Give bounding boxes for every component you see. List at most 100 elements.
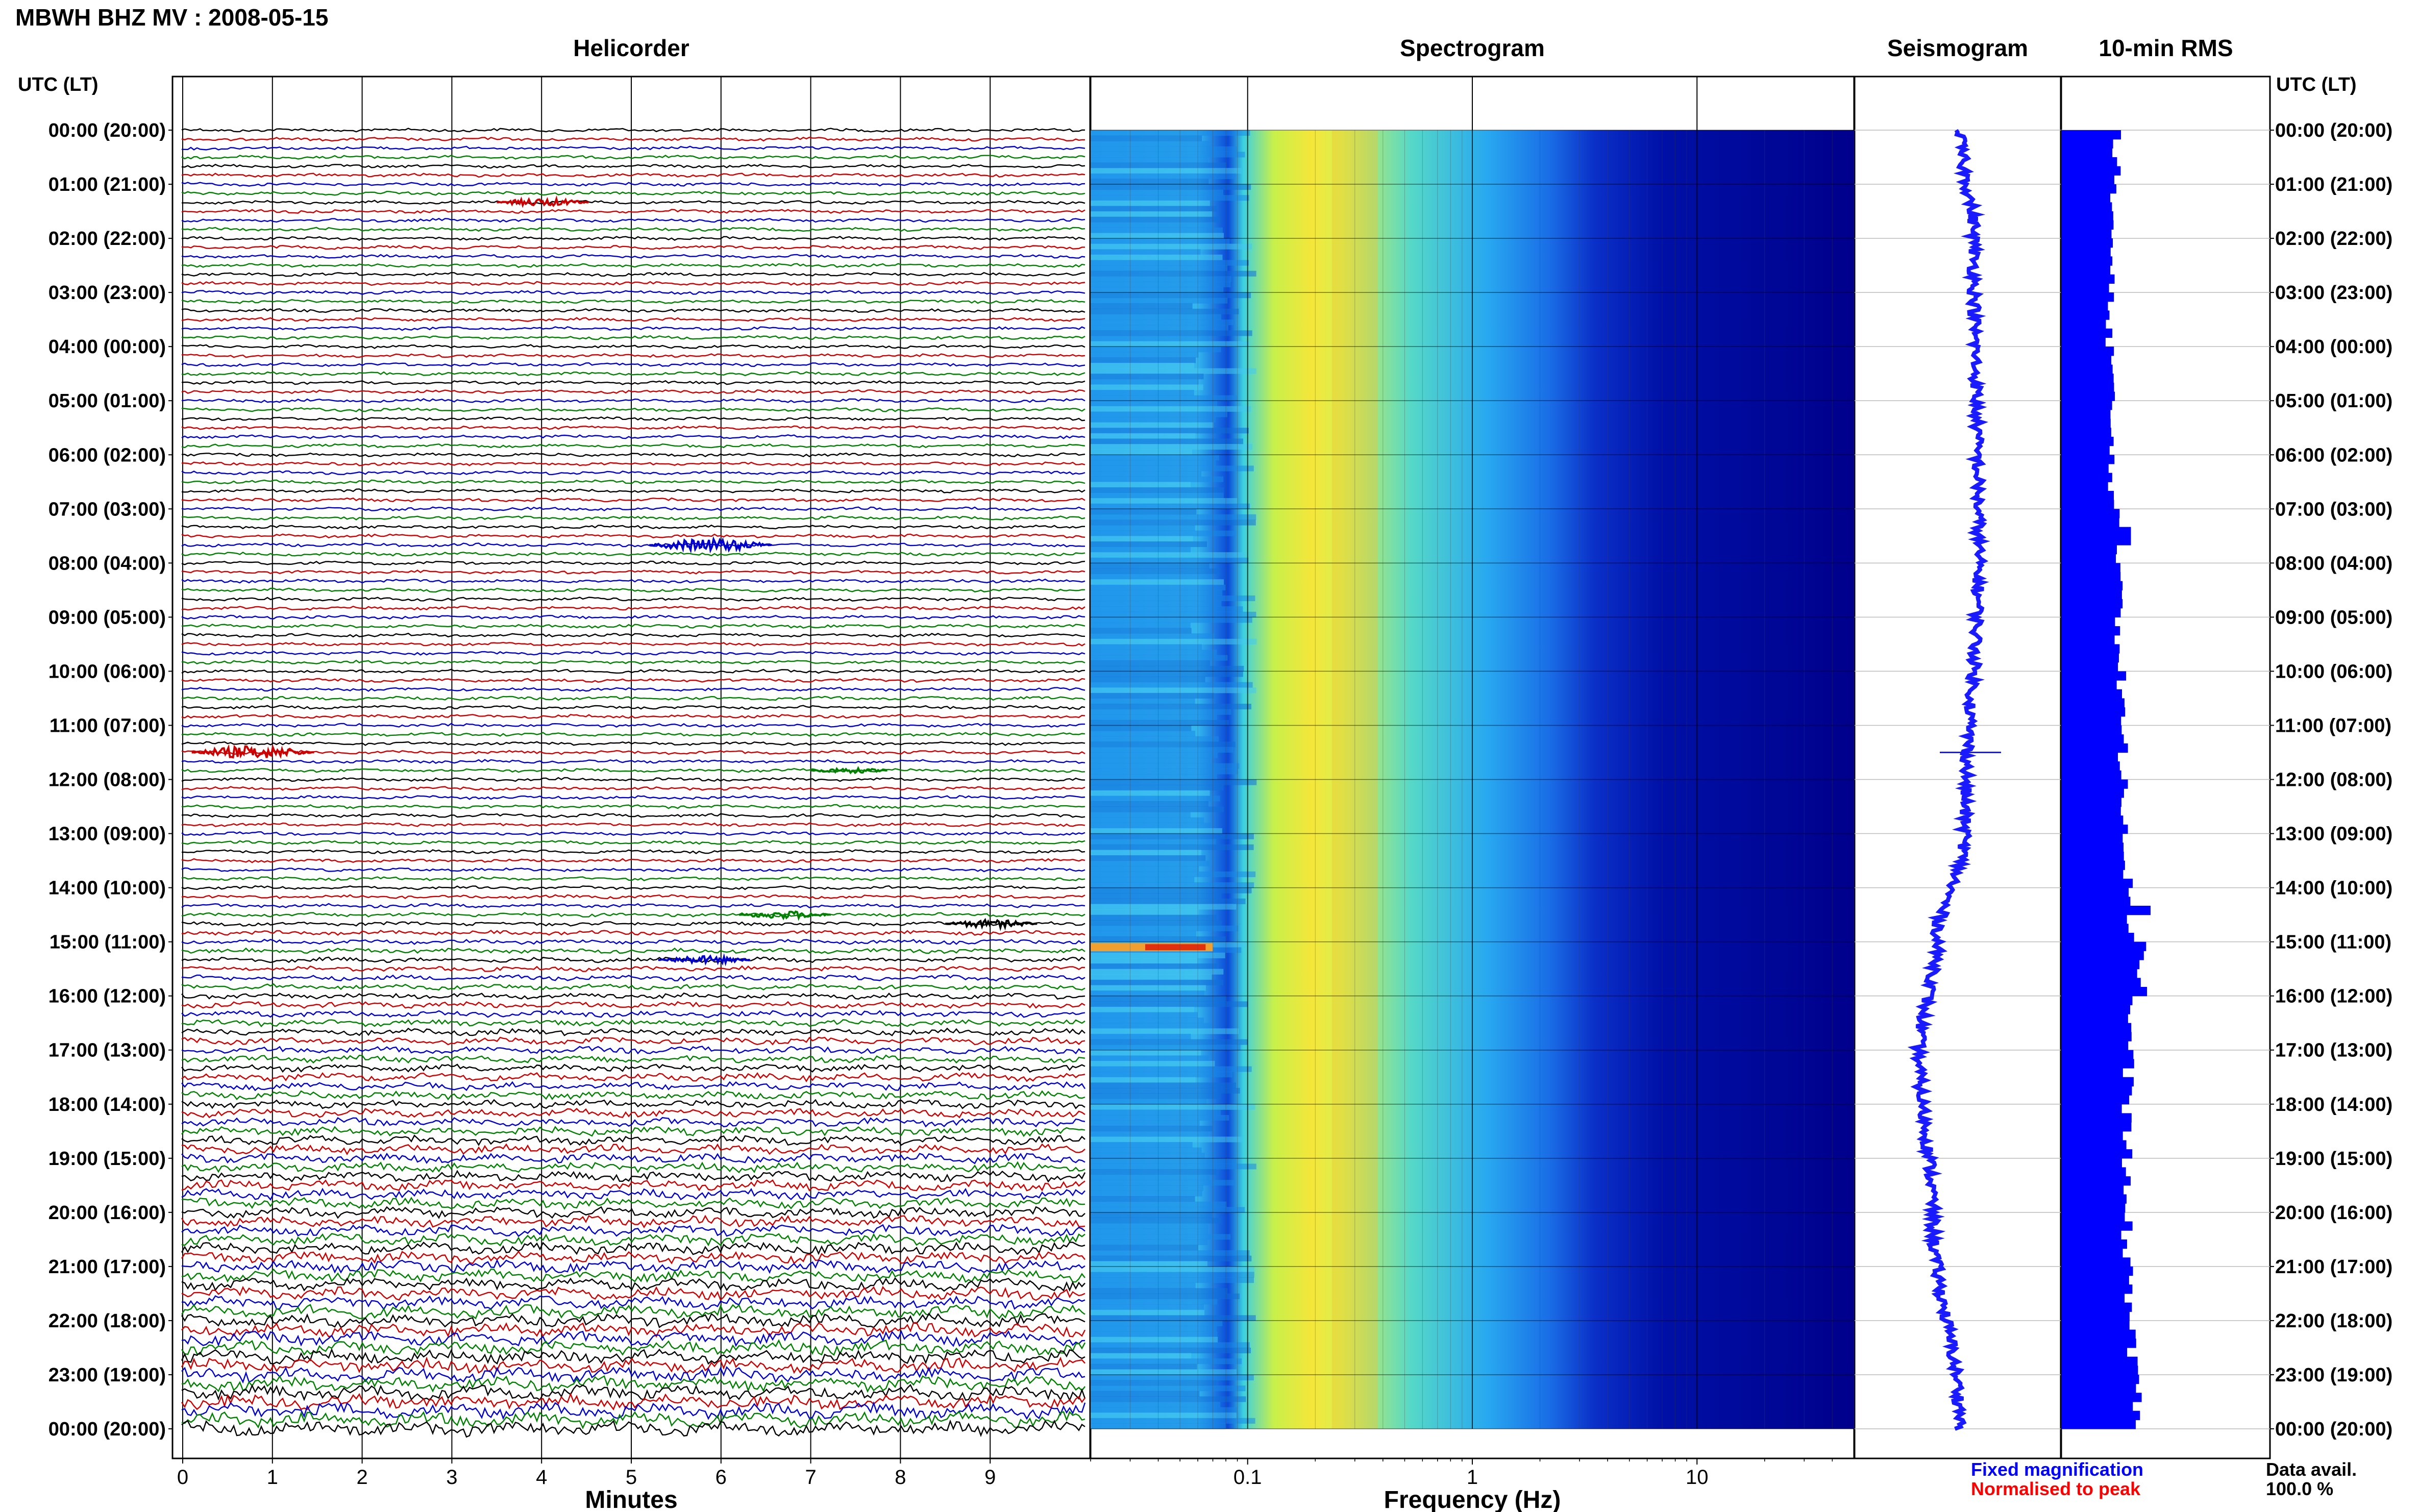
helicorder-trace bbox=[181, 1339, 1086, 1356]
rms-bar bbox=[2061, 1311, 2130, 1321]
spectrogram-lowfreq-row bbox=[1091, 428, 1249, 434]
spectrogram-lowfreq-row bbox=[1091, 1012, 1198, 1018]
rms-bar bbox=[2061, 1356, 2138, 1366]
helicorder-trace bbox=[181, 1090, 1085, 1101]
rms-bar bbox=[2061, 770, 2121, 780]
helicorder-trace bbox=[181, 263, 1085, 268]
spectrogram-lowfreq-row bbox=[1091, 141, 1210, 147]
rms-bar bbox=[2061, 1203, 2126, 1213]
helicorder-trace bbox=[181, 777, 1085, 782]
helicorder-trace bbox=[181, 371, 1085, 377]
helicorder-trace bbox=[181, 965, 1085, 972]
panel-title-rms: 10-min RMS bbox=[2099, 35, 2233, 61]
spectrogram-lowfreq-row bbox=[1091, 779, 1257, 785]
helicorder-trace bbox=[181, 921, 1085, 927]
helicorder-trace bbox=[181, 1134, 1085, 1146]
rms-bar bbox=[2061, 1167, 2126, 1177]
helicorder-trace bbox=[181, 1001, 1085, 1009]
rms-bar bbox=[2061, 473, 2112, 482]
rms-bar bbox=[2061, 1293, 2125, 1303]
spectrogram-lowfreq-row bbox=[1091, 1163, 1256, 1170]
minute-tick-label: 2 bbox=[356, 1466, 367, 1489]
helicorder-trace bbox=[181, 551, 1085, 557]
rms-bar bbox=[2061, 391, 2115, 401]
spectrogram-lowfreq-row bbox=[1091, 1207, 1245, 1213]
spectrogram-lowfreq-row bbox=[1091, 1369, 1237, 1375]
spectrogram-lowfreq-row bbox=[1091, 963, 1217, 970]
time-label-right: 00:00 (20:00) bbox=[2275, 1419, 2392, 1440]
rms-bar bbox=[2061, 527, 2131, 536]
axes: 0 1 2 3 4 5 6 7 8 9 0.1 1 10 bbox=[177, 1458, 1833, 1489]
panel-title-spectrogram: Spectrogram bbox=[1400, 35, 1545, 61]
helicorder-trace bbox=[181, 813, 1085, 819]
time-label-right: 22:00 (18:00) bbox=[2275, 1310, 2392, 1332]
helicorder-trace bbox=[181, 236, 1085, 241]
helicorder-event bbox=[810, 765, 887, 775]
spectrogram-lowfreq-row bbox=[1091, 893, 1222, 899]
spectrogram-lowfreq-row bbox=[1091, 525, 1195, 531]
spectrogram-lowfreq-row bbox=[1091, 173, 1236, 179]
rms-bar bbox=[2061, 1122, 2132, 1132]
rms-bar bbox=[2061, 238, 2113, 248]
helicorder-trace bbox=[181, 488, 1085, 493]
spectrogram-lowfreq-row bbox=[1091, 1104, 1255, 1110]
time-label-right: 14:00 (10:00) bbox=[2275, 878, 2392, 899]
time-labels: 00:00 (20:00) 00:00 (20:00) 01:00 (21:00) 0… bbox=[48, 120, 2393, 1440]
time-label-right: 09:00 (05:00) bbox=[2275, 607, 2392, 628]
helicorder-trace bbox=[181, 461, 1085, 466]
spectrogram-lowfreq-row bbox=[1091, 1147, 1202, 1153]
rms-bar bbox=[2061, 815, 2124, 825]
spectrogram-lowfreq-row bbox=[1091, 1001, 1248, 1007]
rms-bar bbox=[2061, 1383, 2136, 1393]
spectrogram-lowfreq-row bbox=[1091, 368, 1256, 374]
rms-bar bbox=[2061, 1068, 2123, 1078]
helicorder-trace bbox=[181, 1161, 1085, 1174]
spectrogram-lowfreq-row bbox=[1091, 1114, 1229, 1121]
rms-bar bbox=[2061, 1230, 2121, 1240]
rms-bar bbox=[2061, 382, 2114, 392]
spectrogram-lowfreq-row bbox=[1091, 877, 1195, 883]
rms-bar bbox=[2061, 1104, 2122, 1114]
spectrogram-lowfreq-row bbox=[1091, 281, 1231, 288]
helicorder-trace bbox=[182, 200, 1085, 205]
spectrogram-lowfreq-row bbox=[1091, 287, 1224, 293]
rms-bar bbox=[2061, 887, 2129, 897]
spectrogram-lowfreq-row bbox=[1091, 806, 1224, 812]
rms-bar bbox=[2061, 418, 2111, 428]
spectrogram-lowfreq-row bbox=[1091, 260, 1249, 266]
minute-tick-label: 7 bbox=[805, 1466, 816, 1489]
spectrogram-lowfreq-row bbox=[1091, 958, 1197, 964]
helicorder-trace bbox=[181, 759, 1085, 764]
spectrogram-lowfreq-row bbox=[1091, 238, 1230, 244]
helicorder-trace bbox=[181, 1401, 1086, 1420]
spectrogram-lowfreq-row bbox=[1091, 1304, 1204, 1310]
time-label-left: 23:00 (19:00) bbox=[48, 1365, 166, 1386]
helicorder-trace bbox=[181, 876, 1085, 881]
helicorder-trace bbox=[181, 317, 1085, 323]
helicorder-trace bbox=[181, 227, 1085, 232]
rms-bar bbox=[2061, 599, 2123, 609]
helicorder-trace bbox=[181, 326, 1085, 331]
rms-bar bbox=[2061, 1059, 2134, 1069]
spectrogram-lowfreq-row bbox=[1091, 1228, 1208, 1234]
spectrogram-lowfreq-row bbox=[1091, 384, 1203, 390]
spectrogram-lowfreq-row bbox=[1091, 887, 1252, 894]
spectrogram-lowfreq-row bbox=[1091, 801, 1209, 807]
rms-bar bbox=[2061, 1420, 2136, 1429]
spectrogram-lowfreq-row bbox=[1091, 920, 1222, 926]
spectrogram-lowfreq-row bbox=[1091, 1142, 1193, 1148]
spectrogram-lowfreq-row bbox=[1091, 990, 1204, 997]
helicorder-trace bbox=[181, 542, 1085, 548]
time-label-right: 01:00 (21:00) bbox=[2275, 174, 2392, 195]
helicorder-trace bbox=[181, 515, 1085, 520]
helicorder-trace bbox=[181, 290, 1085, 295]
helicorder-trace bbox=[181, 254, 1085, 259]
spectrogram-lowfreq-row bbox=[1091, 1109, 1221, 1116]
rms-bar bbox=[2061, 544, 2117, 555]
time-label-left: 16:00 (12:00) bbox=[48, 986, 166, 1007]
panel-title-helicorder: Helicorder bbox=[573, 35, 689, 61]
helicorder-trace bbox=[181, 362, 1085, 367]
rms-bar bbox=[2061, 797, 2121, 807]
spectrogram-lowfreq-row bbox=[1091, 1331, 1218, 1337]
spectrogram-lowfreq-row bbox=[1091, 130, 1250, 136]
